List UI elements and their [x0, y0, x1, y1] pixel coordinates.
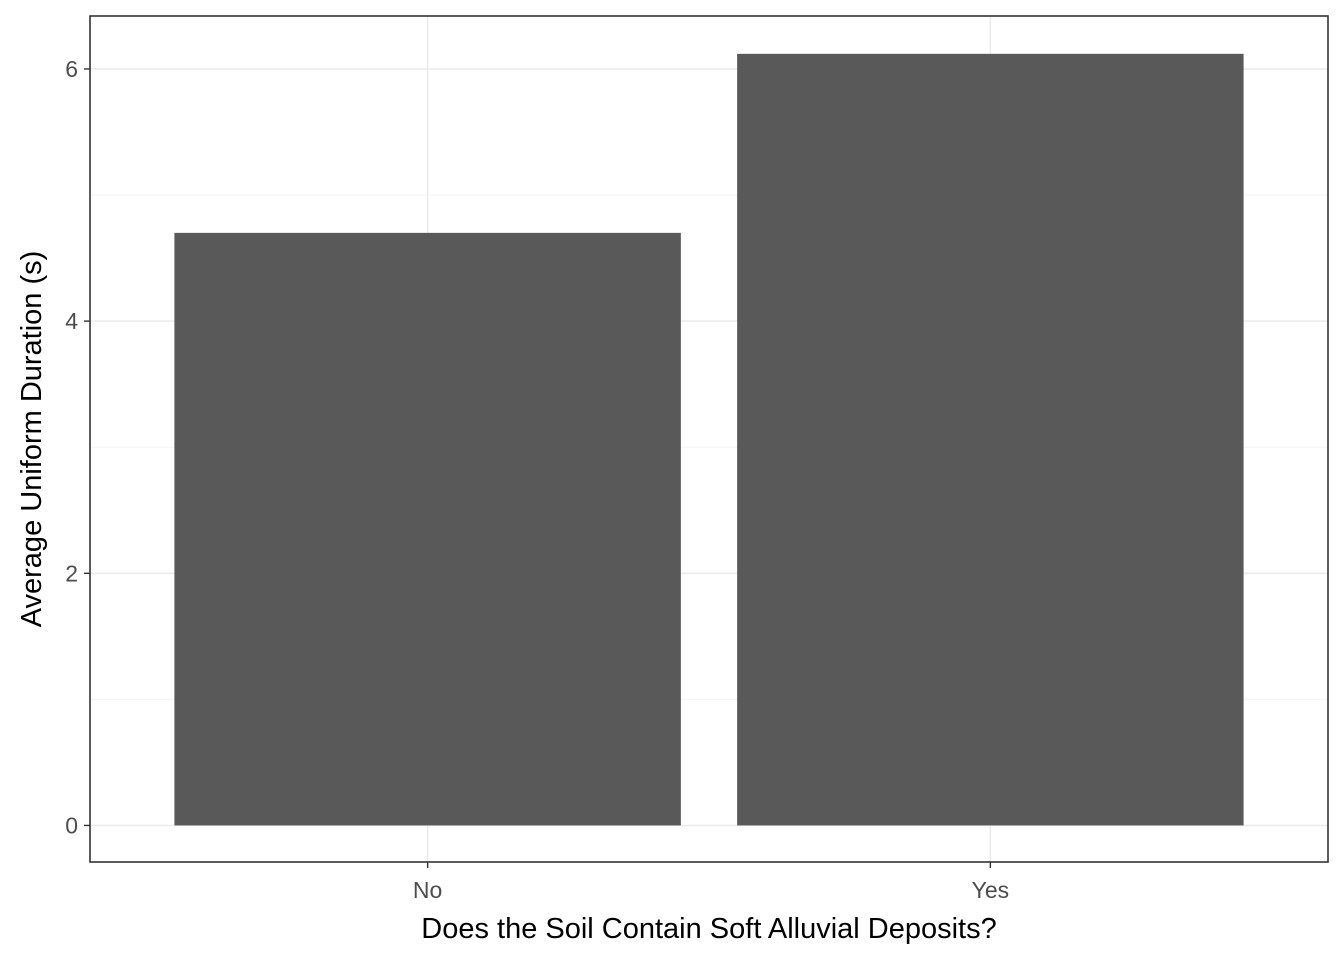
- y-tick-label: 0: [65, 812, 78, 838]
- bar-yes: [737, 53, 1244, 826]
- panel-border: [89, 15, 1329, 863]
- x-tick-label-yes: Yes: [972, 877, 1010, 903]
- y-tick-label: 4: [65, 308, 78, 334]
- axis-ticks: 0 2 4 6 No Yes: [65, 56, 1009, 903]
- bar-no: [174, 232, 681, 826]
- x-axis-title: Does the Soil Contain Soft Alluvial Depo…: [421, 913, 996, 945]
- x-tick-label-no: No: [413, 877, 442, 903]
- y-tick-label: 6: [65, 56, 78, 82]
- y-tick-label: 2: [65, 560, 78, 586]
- y-axis-title: Average Uniform Duration (s): [16, 251, 48, 628]
- bars: [174, 53, 1244, 826]
